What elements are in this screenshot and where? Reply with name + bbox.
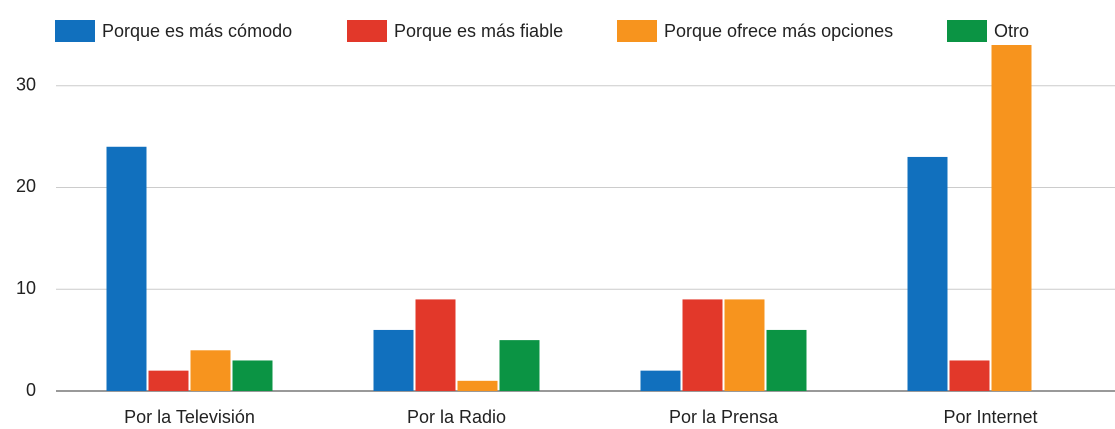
legend-label: Otro [994, 21, 1029, 41]
bar [682, 299, 723, 391]
bar [724, 299, 765, 391]
y-tick-label: 10 [16, 278, 36, 298]
y-tick-label: 30 [16, 74, 36, 94]
bar [907, 156, 948, 391]
bar [766, 329, 807, 391]
bar [232, 360, 273, 391]
bar [991, 45, 1032, 391]
legend-label: Porque ofrece más opciones [664, 21, 893, 41]
bar [106, 146, 147, 391]
x-tick-label: Por la Prensa [669, 407, 779, 427]
legend-label: Porque es más fiable [394, 21, 563, 41]
bar [640, 370, 681, 391]
bar [457, 380, 498, 391]
bar [499, 340, 540, 391]
bar [415, 299, 456, 391]
legend-swatch [617, 20, 657, 42]
x-tick-label: Por la Televisión [124, 407, 255, 427]
x-tick-label: Por Internet [943, 407, 1037, 427]
bar [949, 360, 990, 391]
bar [373, 329, 414, 391]
legend-swatch [55, 20, 95, 42]
legend-label: Porque es más cómodo [102, 21, 292, 41]
legend-swatch [947, 20, 987, 42]
y-tick-label: 0 [26, 380, 36, 400]
legend-swatch [347, 20, 387, 42]
bar [148, 370, 189, 391]
y-tick-label: 20 [16, 176, 36, 196]
bar [190, 350, 231, 391]
x-tick-label: Por la Radio [407, 407, 506, 427]
